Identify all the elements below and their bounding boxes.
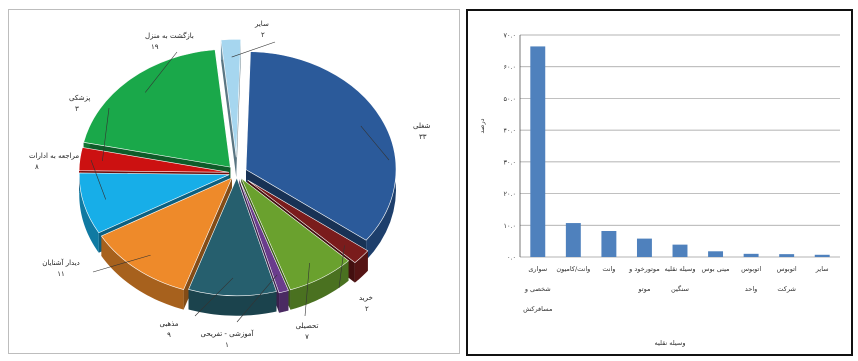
pie-label-0: شغلی [413, 122, 431, 130]
pie-label-7: پزشکی [69, 94, 90, 102]
bar-ytick-label-6: ۶۰.۰ [503, 63, 516, 71]
pie-leader-line-9 [231, 41, 276, 58]
pie-leader-line-8 [145, 51, 178, 93]
pie-value-label-0: ۳۳ [419, 133, 427, 141]
pie-value-label-5: ۱۱ [57, 270, 65, 278]
pie-value-label-4: ۹ [167, 331, 171, 339]
pie-value-label-9: ۲ [261, 31, 265, 39]
pie-value-label-8: ۱۹ [151, 43, 159, 51]
pie-value-label-7: ۳ [75, 105, 79, 113]
bar-ytick-label-3: ۳۰.۰ [503, 158, 516, 166]
pie-chart: شغلی ۳۳ خرید ۲ تحصیلی ۷ آموزشی - تفریحی ۱ مذهبی ۹… [29, 20, 431, 349]
pie-label-6: مراجعه به ادارات [29, 152, 79, 160]
bar-ytick-label-0: ۰.۰ [507, 254, 516, 262]
pie-leader-line-3 [236, 274, 278, 323]
pie-label-1: خرید [359, 294, 373, 302]
pie-value-label-1: ۲ [365, 305, 369, 313]
pie-chart-panel: شغلی ۳۳ خرید ۲ تحصیلی ۷ آموزشی - تفریحی ۱ مذهبی ۹… [8, 9, 460, 354]
bar-x-axis-title: وسیله نقلیه [655, 339, 686, 347]
bar-ytick-label-5: ۵۰.۰ [503, 95, 516, 103]
bar-xtick-label-1: وانت/کامیون [556, 265, 590, 273]
bar-ytick-label-2: ۲۰.۰ [503, 190, 516, 198]
pie-leader-line-4 [194, 277, 234, 317]
bar-chart-panel: ۰.۰ ۱۰.۰ ۲۰.۰ ۳۰.۰ ۴۰.۰ ۵۰.۰ ۶۰.۰ ۷۰.۰ سواری شخصی… [466, 9, 853, 356]
pie-label-2: تحصیلی [296, 322, 319, 330]
pie-label-9: سایر [254, 20, 269, 28]
pie-label-8: بازگشت به منزل [145, 31, 194, 40]
bar-xtick-label-5: مینی بوس [702, 265, 730, 273]
pie-value-label-6: ۸ [35, 163, 39, 171]
pie-slice-4 [188, 176, 277, 316]
pie-value-label-3: ۱ [225, 341, 229, 349]
bar-ytick-label-4: ۴۰.۰ [503, 127, 516, 135]
bar-xtick-label-7: اتوبوس شرکت [777, 265, 797, 293]
pie-value-label-2: ۷ [305, 333, 309, 341]
pie-leader-line-7 [102, 107, 110, 162]
pie-leader-line-1 [338, 245, 345, 289]
pie-leader-line-6 [90, 159, 107, 200]
pie-leader-line-2 [304, 262, 310, 317]
bar-3 [636, 238, 652, 257]
bar-0 [530, 46, 546, 257]
bar-5 [708, 251, 724, 257]
pie-leader-line-0 [360, 125, 390, 161]
pie-label-3: آموزشی - تفریحی [200, 329, 254, 338]
pie-label-4: مذهبی [159, 320, 178, 328]
pie-slice-9 [220, 38, 242, 178]
bar-2 [601, 230, 617, 257]
bar-xtick-label-0: سواری شخصی و مسافرکش [523, 265, 552, 313]
bar-4 [672, 244, 688, 257]
bar-chart: ۰.۰ ۱۰.۰ ۲۰.۰ ۳۰.۰ ۴۰.۰ ۵۰.۰ ۶۰.۰ ۷۰.۰ سواری شخصی… [478, 32, 840, 347]
pie-leader-line-5 [92, 254, 151, 273]
bar-y-axis-title: درصد [478, 118, 486, 133]
pie-label-5: دیدار آشنایان [42, 258, 80, 267]
bar-xtick-label-2: وانت [602, 265, 615, 273]
bar-7 [779, 254, 795, 257]
bar-xtick-label-6: اتوبوس واحد [741, 265, 761, 293]
bar-xtick-label-3: موتورخود و موتو [628, 265, 660, 293]
bar-xtick-label-4: وسیله نقلیه سنگین [665, 265, 696, 293]
bar-6 [743, 253, 759, 257]
bar-1 [565, 223, 581, 257]
bar-8 [814, 254, 830, 257]
bar-ytick-label-1: ۱۰.۰ [503, 222, 516, 230]
bar-ytick-label-7: ۷۰.۰ [503, 32, 516, 40]
bar-xtick-label-8: سایر [815, 265, 829, 273]
